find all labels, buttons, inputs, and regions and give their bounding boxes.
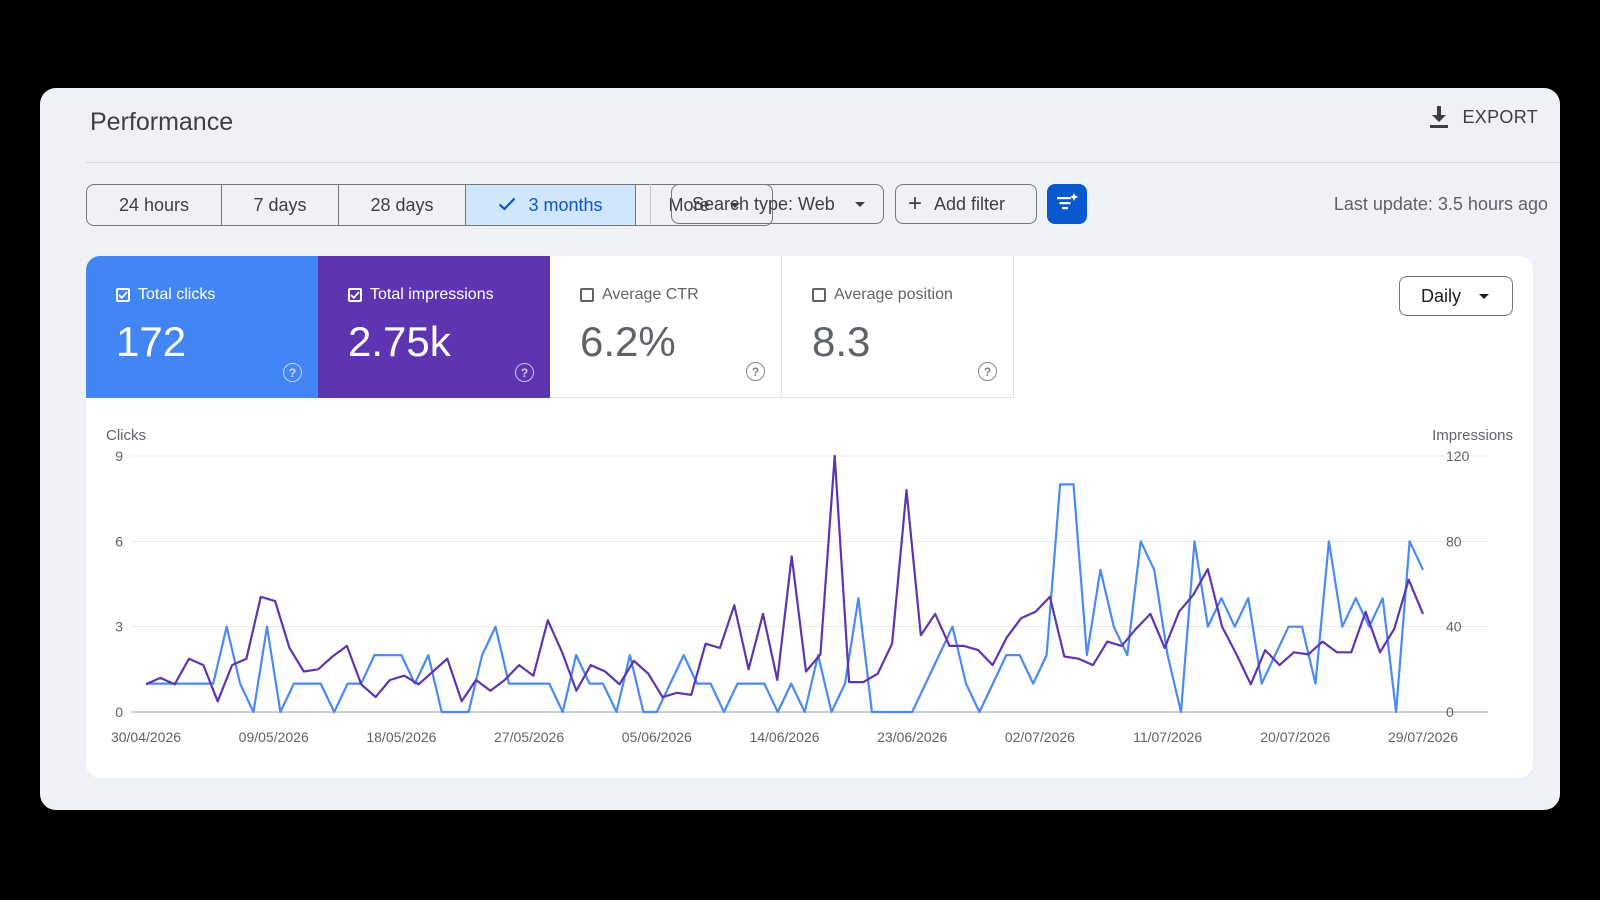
plus-icon: + [908,190,923,217]
metric-total-clicks[interactable]: Total clicks 172 ? [86,256,318,398]
checkbox-icon[interactable] [348,288,362,302]
metric-average-position[interactable]: Average position 8.3 ? [782,256,1014,398]
page-title: Performance [90,108,234,136]
range-7-days-button[interactable]: 7 days [222,185,339,225]
y-right-tick-label: 80 [1446,533,1462,549]
y-axis-left-label: Clicks [106,427,146,444]
header-divider [86,162,1560,163]
last-update-text: Last update: 3.5 hours ago [1333,194,1548,214]
search-type-dropdown[interactable]: Search type: Web [671,184,884,224]
metric-value: 6.2% [580,318,676,365]
toolbar-separator [650,184,651,224]
metric-average-ctr[interactable]: Average CTR 6.2% ? [550,256,782,398]
chevron-down-icon [854,201,865,207]
y-left-tick-label: 9 [115,448,123,464]
y-left-tick-label: 0 [115,704,123,720]
y-right-tick-label: 120 [1446,448,1470,464]
y-axis-right-label: Impressions [1432,427,1513,444]
filter-sparkle-icon [1055,192,1079,217]
metric-value: 172 [116,318,187,365]
x-tick-label: 29/07/2026 [1388,729,1458,745]
metric-value: 2.75k [348,318,451,365]
y-right-tick-label: 40 [1446,619,1462,635]
help-icon[interactable]: ? [978,362,997,381]
x-tick-label: 14/06/2026 [749,729,819,745]
checkbox-icon[interactable] [580,288,594,302]
export-button[interactable]: EXPORT [1429,106,1539,128]
x-tick-label: 05/06/2026 [622,729,692,745]
series-line-clicks [146,483,1424,714]
checkbox-icon[interactable] [116,288,130,302]
metric-value: 8.3 [812,318,871,365]
performance-chart: Clicks Impressions 0 3 6 9 0 40 80 120 30/04/2026 0… [106,427,1513,745]
range-28-days-button[interactable]: 28 days [339,185,466,225]
smart-filter-button[interactable] [1047,184,1087,224]
check-icon [498,195,516,216]
x-tick-label: 09/05/2026 [239,729,309,745]
help-icon[interactable]: ? [515,363,534,382]
y-left-tick-label: 3 [115,619,123,635]
range-3-months-button[interactable]: 3 months [466,185,636,225]
chevron-down-icon [1479,293,1490,299]
add-filter-button[interactable]: + Add filter [895,184,1037,224]
range-24-hours-button[interactable]: 24 hours [87,185,222,225]
y-right-tick-label: 0 [1446,704,1454,720]
x-tick-label: 23/06/2026 [877,729,947,745]
chevron-down-icon [729,202,740,208]
x-tick-label: 18/05/2026 [366,729,436,745]
export-label: EXPORT [1462,106,1538,127]
date-range-selector: 24 hours 7 days 28 days 3 months More [86,184,773,226]
x-tick-label: 27/05/2026 [494,729,564,745]
performance-card: Total clicks 172 ? Total impressions 2.7… [86,256,1533,778]
metric-total-impressions[interactable]: Total impressions 2.75k ? [318,256,550,398]
x-tick-label: 30/04/2026 [111,729,181,745]
range-more-dropdown[interactable]: More [636,185,772,225]
performance-panel: Performance EXPORT 24 hours 7 days 28 da… [40,88,1560,810]
x-tick-label: 20/07/2026 [1260,729,1330,745]
x-tick-label: 02/07/2026 [1005,729,1075,745]
help-icon[interactable]: ? [746,362,765,381]
y-left-tick-label: 6 [115,533,123,549]
help-icon[interactable]: ? [283,363,302,382]
download-icon [1429,106,1449,128]
series-line-impressions [145,454,1425,703]
granularity-dropdown[interactable]: Daily [1399,276,1513,316]
x-tick-label: 11/07/2026 [1133,729,1202,745]
checkbox-icon[interactable] [812,288,826,302]
